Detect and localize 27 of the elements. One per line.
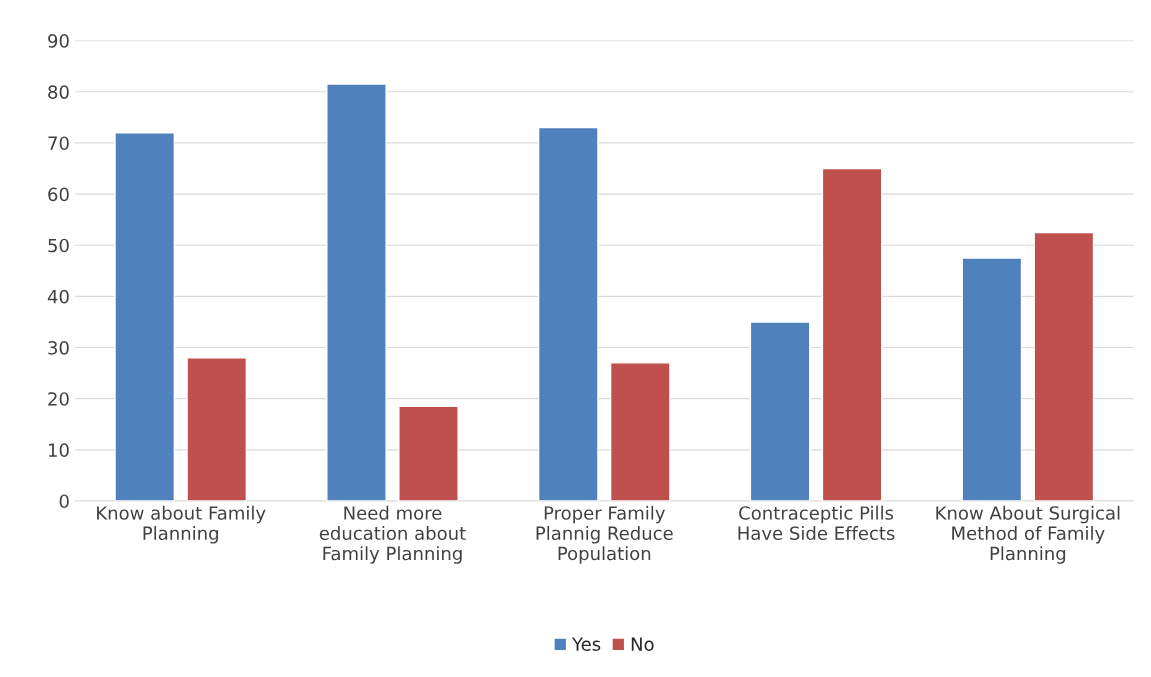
bar	[821, 167, 883, 501]
y-tick-label: 70	[48, 136, 69, 151]
y-tick-label: 60	[48, 187, 69, 202]
y-tick-label: 50	[48, 238, 69, 253]
bar	[1033, 231, 1095, 501]
x-tick-label: Contraceptic Pills Have Side Effects	[738, 505, 895, 541]
y-tick-label: 0	[59, 494, 69, 509]
bar	[186, 357, 248, 501]
bar	[398, 405, 459, 501]
bar	[114, 131, 176, 501]
x-tick-label: Proper Family Plannig Reduce Population	[536, 505, 673, 564]
bar	[609, 362, 671, 501]
y-tick-label: 30	[48, 340, 69, 355]
y-tick-label: 90	[48, 34, 69, 48]
x-tick-label: Know about Family Planning	[97, 505, 266, 544]
bar	[537, 126, 599, 501]
y-tick-label: 10	[48, 443, 69, 457]
x-tick-label: Need more education about Family Planning	[319, 505, 466, 564]
x-tick-label: Know About Surgical Method of Family Planning	[936, 505, 1120, 564]
y-tick-label: 20	[48, 392, 69, 406]
bar	[326, 83, 387, 501]
legend-label: No	[631, 637, 654, 651]
y-tick-label: 40	[47, 289, 69, 304]
bar	[961, 257, 1023, 501]
bar	[749, 321, 811, 501]
y-tick-label: 80	[48, 85, 69, 99]
legend-label: Yes	[571, 637, 601, 651]
